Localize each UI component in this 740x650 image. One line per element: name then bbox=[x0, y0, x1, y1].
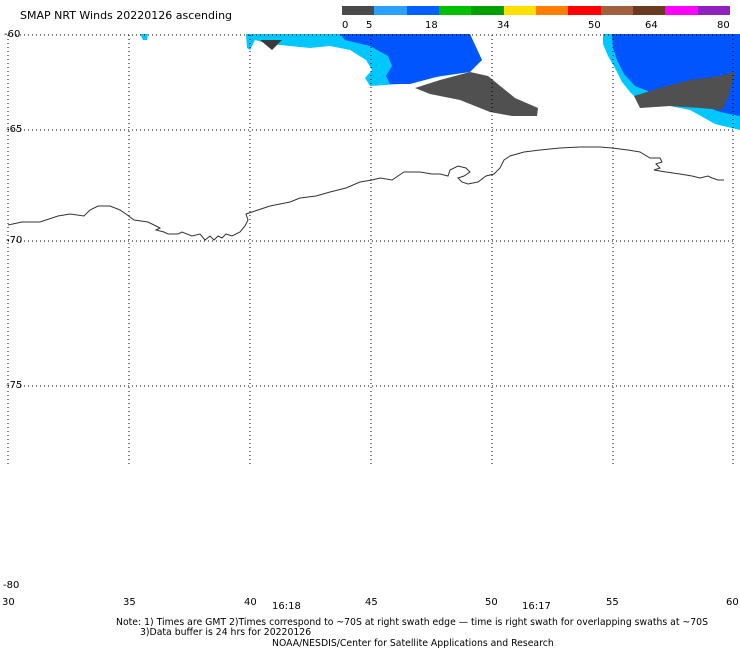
note-line-2: 3)Data buffer is 24 hrs for 20220126 bbox=[140, 627, 312, 638]
lon-label-60: 60 bbox=[726, 597, 739, 608]
swath-time-left: 16:18 bbox=[272, 601, 301, 612]
graticule bbox=[7, 34, 734, 465]
colorbar-segment bbox=[342, 6, 375, 15]
colorbar-segment bbox=[665, 6, 699, 15]
wind-swath-small bbox=[140, 34, 148, 40]
lon-label-55: 55 bbox=[606, 597, 619, 608]
colorbar-label: 34 bbox=[497, 20, 510, 31]
colorbar-label: 80 bbox=[717, 20, 730, 31]
lon-label-40: 40 bbox=[244, 597, 257, 608]
lat-label-75: -75 bbox=[6, 380, 23, 391]
lat-label-65: -65 bbox=[6, 124, 23, 135]
colorbar-segment bbox=[633, 6, 666, 15]
colorbar-label: 64 bbox=[645, 20, 658, 31]
note-line-3: NOAA/NESDIS/Center for Satellite Applica… bbox=[272, 638, 554, 649]
note-line-1: Note: 1) Times are GMT 2)Times correspon… bbox=[116, 617, 708, 628]
lon-label-35: 35 bbox=[123, 597, 136, 608]
colorbar-segment bbox=[600, 6, 634, 15]
lat-label-80: -80 bbox=[3, 580, 20, 591]
colorbar-label: 5 bbox=[366, 20, 373, 31]
colorbar-segment bbox=[697, 6, 731, 15]
colorbar bbox=[342, 6, 731, 15]
colorbar-segment bbox=[439, 6, 472, 15]
colorbar-label: 50 bbox=[588, 20, 601, 31]
colorbar-segment bbox=[536, 6, 569, 15]
swath-time-right: 16:17 bbox=[522, 601, 551, 612]
wind-swaths bbox=[140, 34, 740, 130]
colorbar-label: 18 bbox=[425, 20, 438, 31]
wind-swath-right-calm bbox=[634, 72, 735, 110]
colorbar-segment bbox=[374, 6, 408, 15]
colorbar-segment bbox=[503, 6, 537, 15]
wind-swath-dark-patch bbox=[260, 40, 282, 50]
colorbar-segment bbox=[568, 6, 602, 15]
colorbar-label: 0 bbox=[342, 20, 349, 31]
wind-swath-center-calm bbox=[415, 72, 538, 116]
map-title: SMAP NRT Winds 20220126 ascending bbox=[20, 9, 233, 22]
colorbar-segment bbox=[406, 6, 440, 15]
antarctic-coastline bbox=[7, 146, 724, 241]
lon-label-30: 30 bbox=[2, 597, 15, 608]
colorbar-segment bbox=[471, 6, 505, 15]
lon-label-50: 50 bbox=[485, 597, 498, 608]
lat-label-60: -60 bbox=[4, 29, 21, 40]
lat-label-70: -70 bbox=[6, 235, 23, 246]
wind-swath-center-blue bbox=[340, 34, 482, 84]
lon-label-45: 45 bbox=[365, 597, 378, 608]
